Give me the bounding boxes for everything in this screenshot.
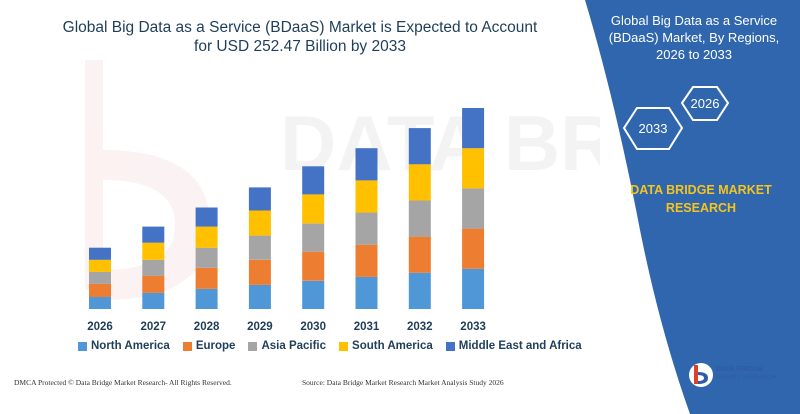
bar-segment-2031-north-america (355, 276, 378, 309)
bar-segment-2033-north-america (462, 268, 485, 309)
bar-segment-2028-north-america (195, 288, 218, 309)
chart-legend: North America Europe Asia Pacific South Ame… (78, 340, 582, 352)
x-tick-label: 2030 (300, 321, 326, 333)
x-tick-label: 2033 (460, 321, 486, 333)
bar-segment-2029-south-america (248, 210, 271, 236)
x-tick-label: 2026 (87, 321, 113, 333)
bar-segment-2031-south-america (355, 180, 378, 213)
legend-label: Asia Pacific (261, 340, 327, 352)
brand-text: DATA BRIDGE MARKET RESEARCH (606, 181, 796, 217)
bar-segment-2027-asia-pacific (142, 259, 165, 276)
bar-segment-2032-asia-pacific (408, 200, 431, 237)
bar-segment-2028-south-america (195, 226, 218, 248)
legend-swatch (248, 341, 258, 351)
brand-logo-text: DATA BRIDGE MARKET RESEARCH (716, 365, 776, 383)
bar-segment-2030-north-america (302, 280, 325, 309)
bar-segment-2028-europe (195, 267, 218, 289)
x-tick-label: 2032 (407, 321, 433, 333)
bar-segment-2030-asia-pacific (302, 223, 325, 252)
legend-swatch (445, 341, 455, 351)
bar-segment-2033-middle-east-and-africa (462, 108, 485, 149)
legend-item: Europe (182, 340, 236, 352)
bar-segment-2028-asia-pacific (195, 247, 218, 268)
bar-segment-2026-south-america (89, 259, 111, 272)
chart-title: Global Big Data as a Service (BDaaS) Mar… (40, 18, 560, 56)
bar-segment-2030-middle-east-and-africa (302, 166, 325, 195)
legend-swatch (339, 341, 349, 351)
legend-label: North America (91, 340, 170, 352)
bar-segment-2032-europe (408, 236, 431, 273)
side-panel-title: Global Big Data as a Service (BDaaS) Mar… (608, 13, 780, 62)
footer-source: Source: Data Bridge Market Research Mark… (302, 378, 504, 387)
bar-segment-2026-middle-east-and-africa (89, 247, 111, 260)
legend-label: Europe (195, 340, 236, 352)
chart-title-line2: for USD 252.47 Billion by 2033 (194, 38, 406, 55)
legend-label: Middle East and Africa (458, 340, 582, 352)
chart-title-line1: Global Big Data as a Service (BDaaS) Mar… (62, 19, 538, 36)
legend-label: South America (352, 340, 433, 352)
bar-segment-2030-south-america (302, 194, 325, 224)
bar-segment-2031-middle-east-and-africa (355, 148, 378, 181)
bar-segment-2027-north-america (142, 292, 165, 309)
brand-logo-icon (689, 363, 713, 387)
logo-line1: DATA BRIDGE (716, 366, 764, 373)
footer-copyright: DMCA Protected © Data Bridge Market Rese… (14, 378, 232, 387)
logo-line2: MARKET RESEARCH (716, 375, 776, 381)
bar-segment-2030-europe (302, 251, 325, 281)
bar-segment-2033-europe (462, 228, 485, 269)
bar-segment-2029-asia-pacific (248, 235, 271, 260)
x-tick-label: 2028 (194, 321, 220, 333)
legend-swatch (78, 341, 87, 351)
bar-segment-2032-south-america (408, 164, 431, 201)
bar-segment-2033-asia-pacific (462, 188, 485, 229)
bar-segment-2029-europe (248, 259, 271, 285)
legend-item: South America (339, 340, 433, 352)
bar-segment-2026-europe (89, 283, 111, 297)
bar-segment-2031-asia-pacific (355, 212, 378, 245)
bar-chart: 2026 2027 2028 2029 2030 2031 2032 2033 (87, 108, 486, 333)
bar-segment-2027-south-america (142, 242, 165, 260)
bar-segment-2033-south-america (462, 148, 485, 189)
bar-segment-2027-europe (142, 275, 165, 293)
hex-label-2026: 2026 (690, 96, 720, 111)
bar-segment-2026-asia-pacific (89, 271, 111, 284)
brand-line1: DATA BRIDGE MARKET (630, 183, 772, 197)
x-tick-label: 2031 (354, 321, 380, 333)
bar-segment-2026-north-america (89, 296, 111, 309)
x-tick-label: 2027 (141, 321, 167, 333)
bar-segment-2028-middle-east-and-africa (195, 207, 218, 227)
legend-item: Asia Pacific (248, 340, 326, 352)
brand-line2: RESEARCH (665, 201, 737, 215)
bar-segment-2032-middle-east-and-africa (408, 128, 431, 165)
legend-item: North America (78, 340, 170, 352)
bar-segment-2029-north-america (248, 284, 271, 309)
hex-label-2033: 2033 (638, 121, 668, 136)
bar-segment-2032-north-america (408, 272, 431, 309)
bar-segment-2027-middle-east-and-africa (142, 226, 165, 243)
bar-segment-2031-europe (355, 244, 378, 277)
legend-swatch (182, 341, 192, 351)
x-tick-label: 2029 (247, 321, 273, 333)
legend-item: Middle East and Africa (445, 340, 582, 352)
bar-segment-2029-middle-east-and-africa (248, 187, 271, 211)
